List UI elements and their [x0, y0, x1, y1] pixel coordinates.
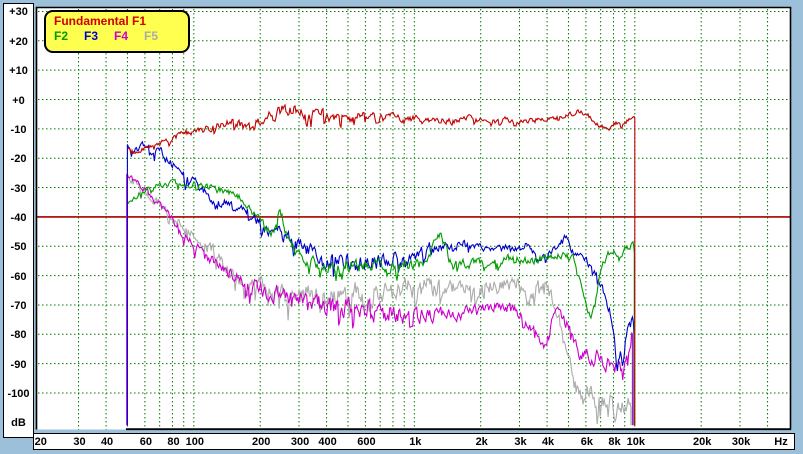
curve-fundamental-f1 [127, 103, 636, 426]
frequency-tick-label: 200 [252, 436, 271, 448]
db-tick-label: -30 [10, 182, 27, 195]
curve-f2 [127, 178, 635, 426]
db-tick-label: +0 [12, 94, 25, 107]
frequency-tick-label: 30k [731, 436, 751, 448]
legend-item-f4: F4 [114, 29, 129, 43]
frequency-tick-label: 100 [185, 436, 204, 448]
frequency-tick-label: 20k [693, 436, 712, 448]
frequency-unit-label: Hz [774, 436, 788, 448]
db-tick-label: +30 [9, 6, 28, 19]
frequency-tick-label: 4k [541, 436, 555, 448]
db-tick-label: -20 [10, 153, 27, 166]
db-tick-label: +10 [9, 65, 28, 78]
plot-frame [35, 6, 792, 430]
frequency-tick-label: 400 [318, 436, 337, 448]
db-tick-label: -80 [10, 329, 27, 342]
frequency-tick-label: 60 [139, 436, 153, 448]
legend-item-f2: F2 [54, 29, 69, 43]
frequency-tick-label: 40 [100, 436, 114, 448]
frequency-tick-label: 8k [608, 436, 621, 448]
db-tick-label: -50 [10, 241, 27, 254]
frequency-tick-label: 300 [290, 436, 310, 448]
legend-item-f3: F3 [84, 29, 99, 43]
db-tick-label: -40 [10, 211, 27, 224]
frequency-tick-label: 1k [409, 436, 422, 448]
db-axis: +30 +20 +10 +0 -10 -20 -30 -40 -50 -60 -70 -80 -90 -1… [3, 3, 34, 438]
db-tick-label: -70 [10, 299, 27, 312]
db-tick-label: +20 [9, 35, 28, 48]
frequency-tick-label: 600 [357, 436, 376, 448]
db-unit-label: dB [11, 417, 26, 429]
frequency-tick-label: 30 [73, 436, 86, 448]
frequency-tick-label: 2k [475, 436, 488, 448]
frequency-tick-label: 80 [167, 436, 180, 448]
legend: Fundamental F1 F2 F3 F4 F5 [44, 10, 190, 53]
legend-title: Fundamental F1 [54, 14, 147, 28]
db-tick-label: -60 [10, 270, 27, 283]
frequency-axis: 20 30 40 60 80 100 200 300 400 600 1k 2k 3k 4k 6k 8k 10k… [33, 433, 795, 450]
db-tick-label: -10 [10, 123, 27, 136]
legend-item-f5: F5 [144, 29, 159, 43]
frequency-tick-label: 10k [626, 436, 645, 448]
legend-harmonics-row: F2 F3 F4 F5 [54, 29, 188, 43]
frequency-tick-label: 6k [580, 436, 594, 448]
db-tick-label: -100 [7, 388, 30, 400]
curve-f4 [126, 173, 633, 426]
frequency-tick-label: 3k [514, 436, 527, 448]
curve-f5 [126, 174, 632, 426]
frequency-tick-label: 20 [34, 436, 47, 448]
db-tick-label: -90 [10, 358, 27, 371]
